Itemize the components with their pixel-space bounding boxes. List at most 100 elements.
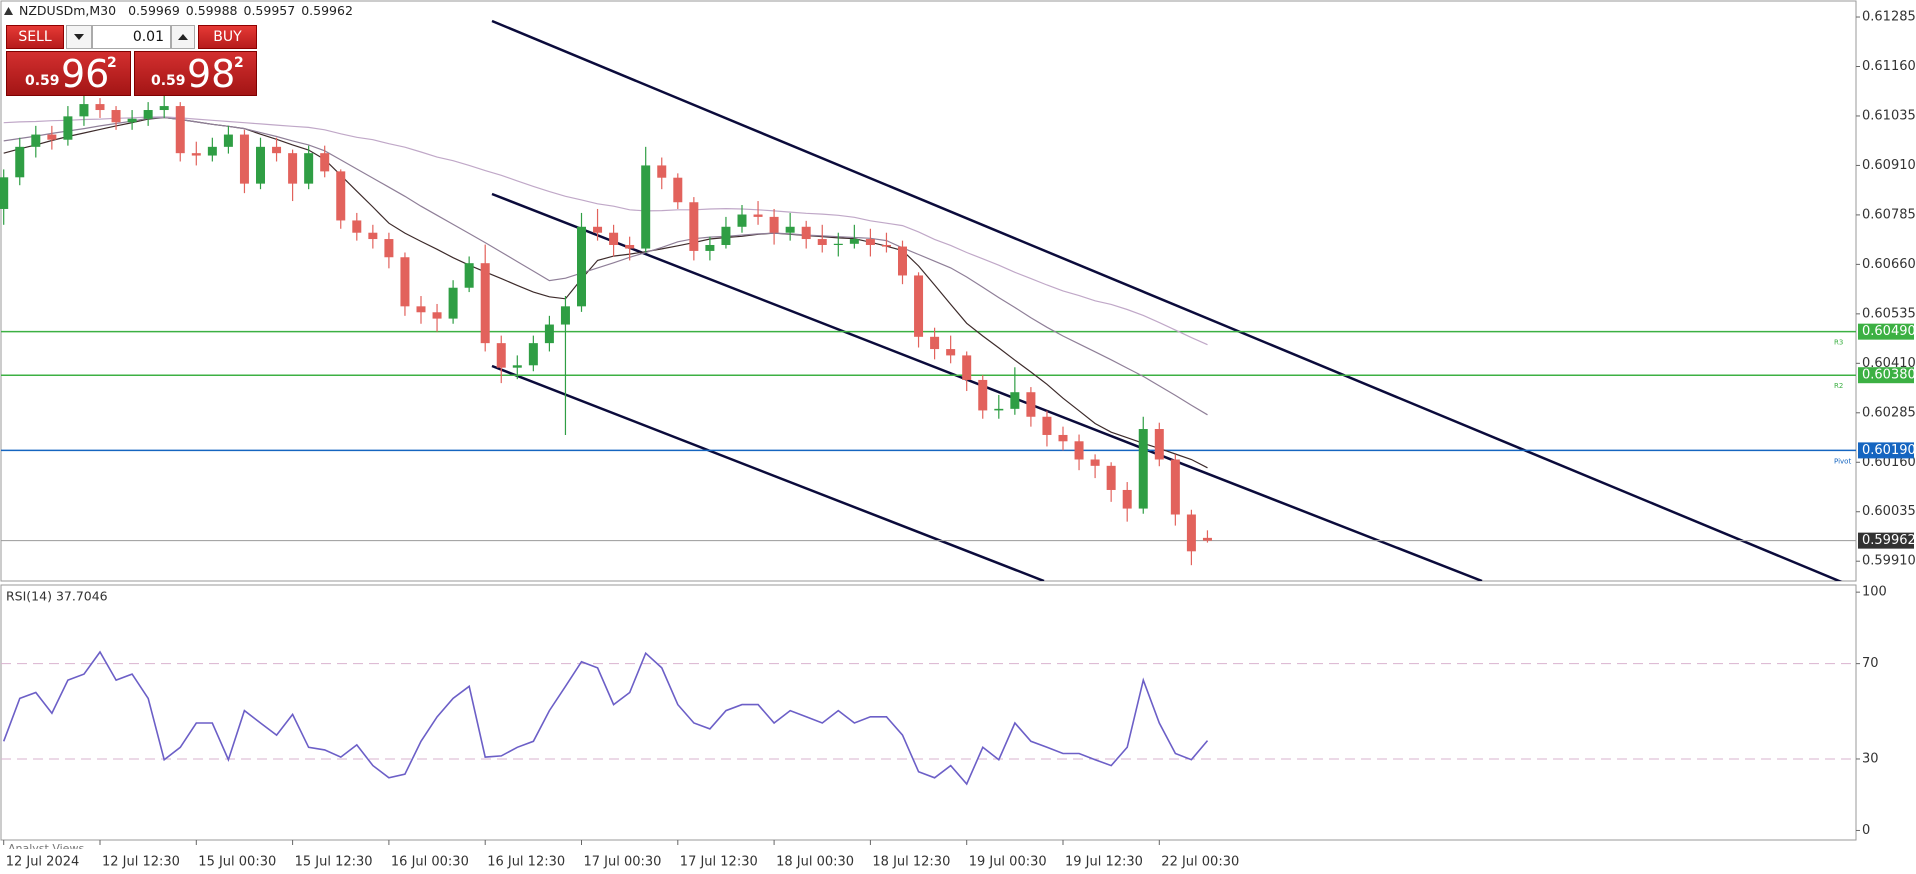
- candle-body: [256, 146, 265, 184]
- y-tick-label: 0.61160: [1862, 59, 1916, 74]
- level-label: 0.60190: [1862, 443, 1916, 458]
- candle-body: [753, 214, 763, 217]
- y-tick-label: 0.60410: [1862, 356, 1916, 371]
- bid-quote[interactable]: 0.59 96 2: [6, 51, 131, 96]
- candle-body: [817, 239, 827, 245]
- candle-body: [1026, 392, 1036, 417]
- candle-body: [673, 177, 683, 203]
- x-tick-label: 15 Jul 12:30: [295, 855, 373, 870]
- candle-body: [304, 153, 314, 184]
- candle-body: [384, 239, 394, 258]
- moving-average: [3, 116, 1208, 346]
- level-tag: Pivot: [1834, 457, 1851, 465]
- candle-body: [1122, 489, 1132, 509]
- trend-line[interactable]: [491, 364, 1045, 581]
- level-tag: R2: [1834, 382, 1843, 390]
- x-tick-label: 12 Jul 12:30: [102, 855, 180, 870]
- y-tick-label: 0.60285: [1862, 405, 1916, 420]
- candle-body: [881, 244, 891, 247]
- analyst-views-tab[interactable]: Analyst Views: [8, 842, 85, 849]
- candle-body: [689, 202, 699, 251]
- candle-body: [1074, 441, 1084, 460]
- candle-body: [769, 216, 779, 233]
- candle-body: [544, 324, 554, 344]
- level-label: 0.60490: [1862, 324, 1916, 339]
- x-tick-label: 17 Jul 00:30: [584, 855, 662, 870]
- bid-pips: 96: [61, 52, 110, 96]
- candle-body: [657, 165, 667, 178]
- candle-body: [1042, 416, 1052, 435]
- candle-body: [175, 106, 185, 154]
- y-tick-label: 0.59910: [1862, 554, 1916, 569]
- x-tick-label: 22 Jul 00:30: [1161, 855, 1239, 870]
- candle-body: [0, 177, 9, 209]
- candle-body: [865, 239, 875, 245]
- y-tick-label: 0.60535: [1862, 306, 1916, 321]
- candle-body: [143, 110, 153, 119]
- y-tick-label: 0.60660: [1862, 257, 1916, 272]
- ask-pips: 98: [187, 52, 236, 96]
- candle-body: [1106, 465, 1116, 490]
- candle-body: [737, 214, 747, 227]
- bid-lead: 0.59: [25, 73, 60, 89]
- candle-body: [849, 239, 859, 244]
- candle-body: [111, 110, 121, 123]
- ask-lead: 0.59: [151, 73, 186, 89]
- candle-body: [1138, 429, 1148, 509]
- moving-average: [3, 116, 1208, 416]
- x-tick-label: 16 Jul 12:30: [487, 855, 565, 870]
- candle-body: [223, 134, 233, 147]
- high-price: 0.59988: [185, 3, 238, 18]
- candle-body: [625, 244, 635, 249]
- volume-input[interactable]: 0.01: [92, 25, 171, 49]
- level-label-bg: [1858, 367, 1914, 384]
- sell-button[interactable]: SELL: [6, 25, 64, 49]
- candle-body: [464, 263, 474, 288]
- buy-button[interactable]: BUY: [198, 25, 257, 49]
- candle-body: [15, 146, 25, 178]
- volume-up-button[interactable]: [171, 25, 195, 49]
- y-tick-label: 30: [1862, 751, 1879, 766]
- arrow-down-icon: [74, 34, 84, 40]
- candle-body: [962, 355, 972, 380]
- candle-body: [1170, 459, 1180, 515]
- candle-body: [336, 171, 346, 221]
- candle-body: [432, 312, 442, 319]
- chart-header: NZDUSDm,M30 0.59969 0.59988 0.59957 0.59…: [4, 3, 353, 18]
- x-tick-label: 19 Jul 12:30: [1065, 855, 1143, 870]
- bid-point: 2: [107, 55, 117, 71]
- x-tick-label: 19 Jul 00:30: [969, 855, 1047, 870]
- candle-body: [47, 134, 57, 140]
- candle-body: [898, 246, 907, 276]
- ask-quote[interactable]: 0.59 98 2: [134, 51, 257, 96]
- candle-body: [63, 116, 73, 140]
- arrow-up-icon: [178, 34, 188, 40]
- close-price: 0.59962: [301, 3, 353, 18]
- candle-body: [496, 343, 506, 368]
- candle-body: [593, 226, 603, 233]
- candle-body: [1186, 514, 1196, 552]
- open-price: 0.59969: [128, 3, 180, 18]
- candle-body: [159, 106, 169, 111]
- candle-body: [1010, 392, 1020, 409]
- price-label: 0.59962: [1862, 533, 1916, 548]
- trend-line[interactable]: [491, 19, 1856, 588]
- candle-body: [721, 226, 731, 245]
- candle-body: [239, 134, 249, 184]
- candle-body: [320, 153, 330, 172]
- level-label-bg: [1858, 323, 1914, 340]
- y-tick-label: 0.60035: [1862, 504, 1916, 519]
- y-tick-label: 0.61035: [1862, 108, 1916, 123]
- candle-body: [31, 134, 41, 147]
- candle-body: [930, 336, 940, 350]
- candle-body: [79, 104, 89, 117]
- candle-body: [272, 146, 282, 154]
- x-tick-label: 17 Jul 12:30: [680, 855, 758, 870]
- candle-body: [914, 275, 924, 337]
- candle-body: [400, 257, 410, 307]
- candle-body: [368, 232, 378, 240]
- header-icon: [4, 6, 13, 15]
- candle-body: [609, 232, 619, 245]
- volume-down-button[interactable]: [66, 25, 92, 49]
